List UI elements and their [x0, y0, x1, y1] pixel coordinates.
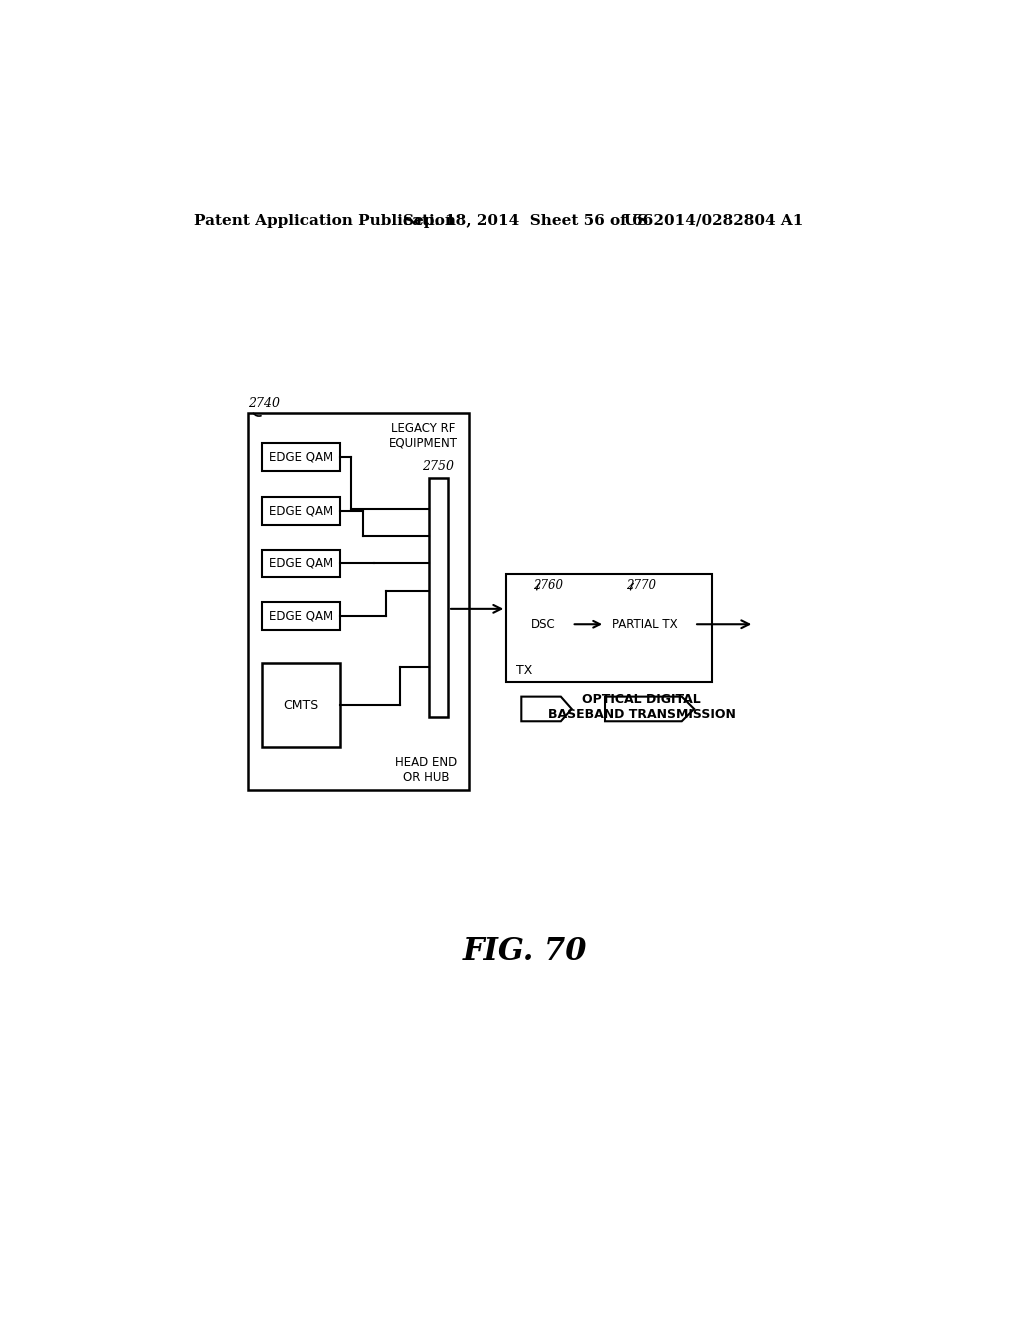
Text: 2740: 2740 [248, 397, 281, 411]
Text: 2760: 2760 [532, 579, 562, 591]
Bar [429, 478, 449, 717]
Text: PARTIAL TX: PARTIAL TX [612, 618, 678, 631]
Bar [262, 549, 340, 577]
Text: EDGE QAM: EDGE QAM [268, 504, 333, 517]
Bar [248, 413, 469, 789]
Bar [262, 602, 340, 630]
Text: OPTICAL DIGITAL
BASEBAND TRANSMISSION: OPTICAL DIGITAL BASEBAND TRANSMISSION [548, 693, 736, 721]
Text: DSC: DSC [531, 618, 556, 631]
Text: 2750: 2750 [422, 461, 455, 474]
Text: EDGE QAM: EDGE QAM [268, 610, 333, 622]
Text: US 2014/0282804 A1: US 2014/0282804 A1 [624, 214, 804, 228]
Text: EDGE QAM: EDGE QAM [268, 450, 333, 463]
Text: HEAD END
OR HUB: HEAD END OR HUB [395, 755, 458, 784]
Text: FIG. 70: FIG. 70 [463, 936, 587, 968]
Text: EDGE QAM: EDGE QAM [268, 557, 333, 570]
Bar [262, 663, 340, 747]
Text: 2770: 2770 [627, 579, 656, 591]
Text: Patent Application Publication: Patent Application Publication [194, 214, 456, 228]
Text: TX: TX [515, 664, 531, 677]
Text: Sep. 18, 2014  Sheet 56 of 66: Sep. 18, 2014 Sheet 56 of 66 [403, 214, 653, 228]
Bar [262, 498, 340, 525]
Bar [262, 444, 340, 471]
Polygon shape [605, 697, 694, 721]
Polygon shape [521, 697, 571, 721]
Text: LEGACY RF
EQUIPMENT: LEGACY RF EQUIPMENT [388, 422, 458, 450]
Bar [506, 574, 712, 682]
Text: CMTS: CMTS [284, 698, 318, 711]
